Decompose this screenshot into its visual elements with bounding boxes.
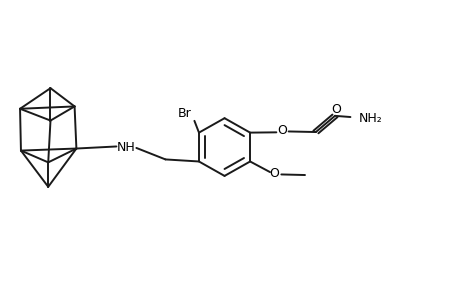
Text: Br: Br: [177, 107, 191, 120]
Text: O: O: [269, 167, 279, 180]
Text: O: O: [276, 124, 286, 137]
Text: O: O: [330, 103, 340, 116]
Text: NH₂: NH₂: [358, 112, 381, 125]
Text: NH: NH: [117, 141, 135, 154]
